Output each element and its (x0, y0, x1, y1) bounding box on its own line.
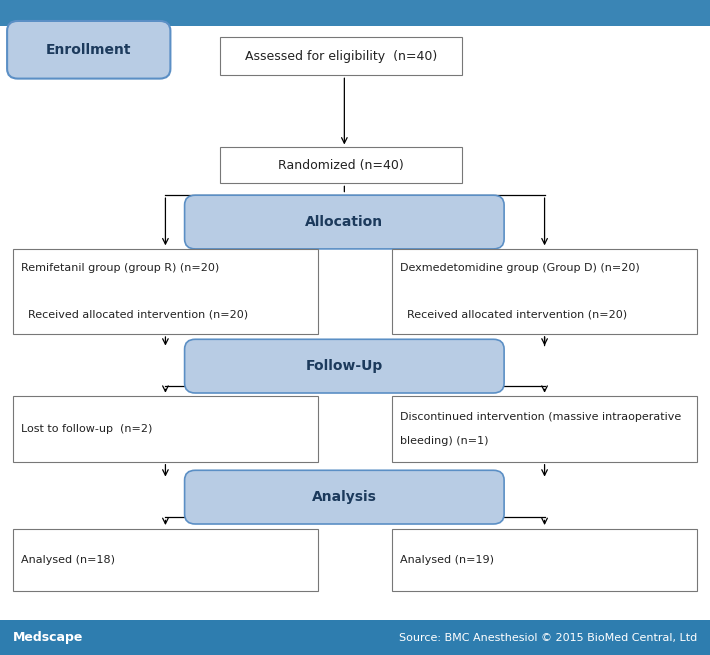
FancyBboxPatch shape (185, 195, 504, 249)
Bar (0, 620, 710, 655)
FancyBboxPatch shape (13, 396, 318, 462)
Text: Remifetanil group (group R) (n=20): Remifetanil group (group R) (n=20) (21, 263, 219, 273)
Text: Analysed (n=19): Analysed (n=19) (400, 555, 494, 565)
FancyBboxPatch shape (7, 21, 170, 79)
Text: Assessed for eligibility  (n=40): Assessed for eligibility (n=40) (245, 50, 437, 63)
Text: Follow-Up: Follow-Up (306, 359, 383, 373)
Text: Source: BMC Anesthesiol © 2015 BioMed Central, Ltd: Source: BMC Anesthesiol © 2015 BioMed Ce… (399, 633, 697, 643)
FancyBboxPatch shape (392, 529, 697, 591)
Text: Enrollment: Enrollment (46, 43, 131, 57)
FancyBboxPatch shape (220, 147, 462, 183)
Text: Received allocated intervention (n=20): Received allocated intervention (n=20) (21, 310, 248, 320)
FancyBboxPatch shape (13, 249, 318, 334)
FancyBboxPatch shape (220, 37, 462, 75)
Text: Received allocated intervention (n=20): Received allocated intervention (n=20) (400, 310, 628, 320)
Bar (0, 0, 710, 26)
FancyBboxPatch shape (13, 529, 318, 591)
FancyBboxPatch shape (392, 249, 697, 334)
FancyBboxPatch shape (185, 339, 504, 393)
Text: Medscape: Medscape (13, 631, 83, 644)
Text: Randomized (n=40): Randomized (n=40) (278, 159, 404, 172)
Text: Analysis: Analysis (312, 490, 377, 504)
Text: bleeding) (n=1): bleeding) (n=1) (400, 436, 489, 447)
Text: Allocation: Allocation (305, 215, 383, 229)
Text: Discontinued intervention (massive intraoperative: Discontinued intervention (massive intra… (400, 411, 682, 422)
Text: Analysed (n=18): Analysed (n=18) (21, 555, 115, 565)
FancyBboxPatch shape (185, 470, 504, 524)
Text: Dexmedetomidine group (Group D) (n=20): Dexmedetomidine group (Group D) (n=20) (400, 263, 640, 273)
FancyBboxPatch shape (392, 396, 697, 462)
Text: Lost to follow-up  (n=2): Lost to follow-up (n=2) (21, 424, 153, 434)
